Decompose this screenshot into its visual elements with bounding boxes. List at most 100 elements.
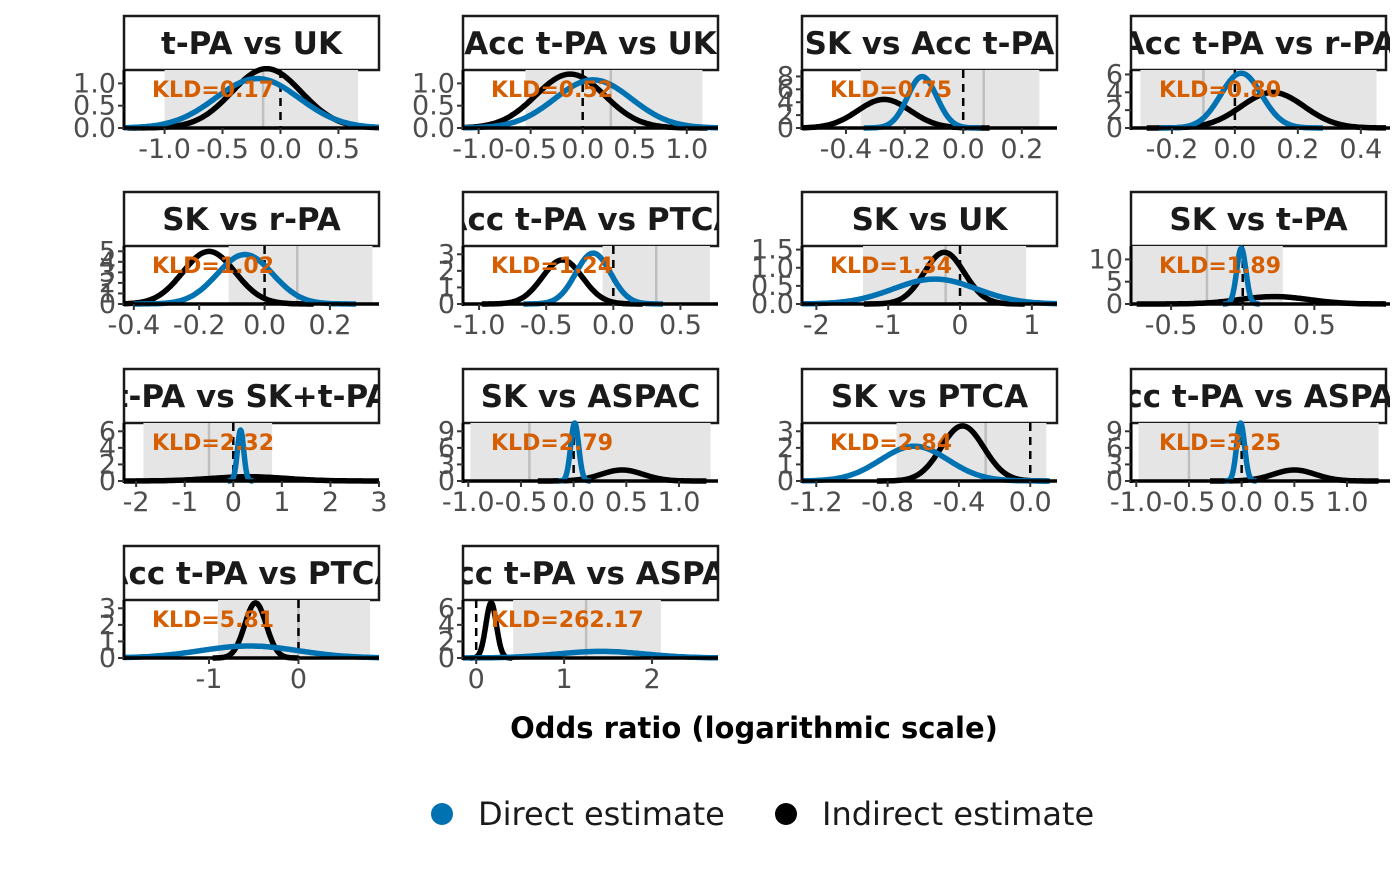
y-tick-label: 6: [777, 74, 794, 105]
x-tick-label: -0.2: [173, 310, 226, 341]
facet-strip: [800, 14, 1059, 72]
y-tick-label: 9: [438, 416, 455, 447]
y-tick-label: 3: [438, 449, 455, 480]
direct-density-curve: [463, 77, 718, 131]
x-tick-label: -1.0: [138, 134, 191, 165]
facet-strip: [122, 367, 381, 425]
facet-title: t-PA vs SK+t-PA: [114, 379, 390, 415]
x-tick-label: 0.4: [1339, 134, 1382, 165]
x-tick-label: 1.0: [658, 487, 701, 518]
y-tick-label: 3: [438, 239, 455, 270]
y-tick-label: 1.0: [73, 68, 116, 99]
y-tick-label: 0: [1106, 289, 1123, 320]
kld-label: KLD=1.34: [830, 254, 952, 279]
panel-plot-area: KLD=2.84: [802, 423, 1052, 484]
x-tick-label: -0.2: [878, 134, 931, 165]
y-tick-label: 6: [1106, 433, 1123, 464]
y-tick-label: 0.5: [751, 271, 794, 302]
x-tick-label: -0.5: [1145, 310, 1198, 341]
facet-strip: [1129, 190, 1388, 248]
facet-title: SK vs r-PA: [162, 202, 341, 238]
y-tick-label: 0.5: [73, 91, 116, 122]
y-tick-label: 5: [1106, 267, 1123, 298]
facet-title: Acc t-PA vs UK: [464, 26, 718, 62]
x-tick-label: 0.5: [1273, 487, 1316, 518]
y-tick-label: 0: [777, 466, 794, 497]
facet-title: SK vs ASPAC: [481, 379, 701, 415]
x-tick-label: 0.0: [552, 487, 595, 518]
y-tick-label: 1: [777, 449, 794, 480]
x-tick-label: 0.5: [1293, 310, 1336, 341]
x-tick-label: 0.2: [1276, 134, 1319, 165]
facet-strip: [1129, 367, 1388, 425]
y-tick-label: 6: [438, 593, 455, 624]
facet-title: SK vs Acc t-PA: [805, 26, 1055, 62]
x-tick-label: -1: [875, 310, 902, 341]
y-tick-label: 2: [99, 268, 116, 299]
panel-plot-area: KLD=3.25: [1138, 420, 1381, 484]
y-tick-label: 10: [1089, 244, 1123, 275]
kld-label: KLD=3.25: [1159, 431, 1281, 456]
x-tick-label: 1.0: [665, 134, 708, 165]
facet-strip: [800, 367, 1059, 425]
x-tick-label: 0.0: [592, 310, 635, 341]
y-tick-label: 8: [777, 61, 794, 92]
x-tick-label: -0.8: [861, 487, 914, 518]
panel-plot-area: KLD=2.79: [470, 420, 711, 484]
y-tick-label: 0.0: [412, 113, 455, 144]
y-tick-label: 2: [777, 433, 794, 464]
x-tick-label: -1: [196, 664, 223, 695]
facet-title: Acc t-PA vs PTCA: [444, 202, 738, 238]
direct-density-curve: [124, 75, 379, 131]
kld-label: KLD=1.24: [491, 254, 613, 279]
y-tick-label: 1: [99, 626, 116, 657]
x-tick-label: -1.0: [452, 134, 505, 165]
facet-title: t-PA vs UK: [161, 26, 343, 62]
x-tick-label: 0.0: [1220, 487, 1263, 518]
y-tick-label: 2: [438, 626, 455, 657]
legend-dot-direct: [431, 803, 453, 825]
interval-band: [1140, 70, 1377, 128]
facet-strip-clip: SK vs t-PA: [1169, 202, 1347, 238]
facet-strip: [122, 14, 381, 72]
y-tick-label: 6: [1106, 59, 1123, 90]
x-tick-label: -1.0: [442, 487, 495, 518]
y-tick-label: 4: [99, 247, 116, 278]
x-axis-label: Odds ratio (logarithmic scale): [510, 711, 998, 745]
x-tick-label: 0.0: [259, 134, 302, 165]
y-tick-label: 4: [99, 433, 116, 464]
panel-plot-area: KLD=5.81: [124, 600, 379, 661]
y-tick-label: 2: [1106, 95, 1123, 126]
x-tick-label: -1.2: [790, 487, 843, 518]
x-tick-label: -1.0: [1110, 487, 1163, 518]
y-tick-label: 2: [99, 449, 116, 480]
panel-7: SK vs UK KLD=1.34 0.00.51.01.5 -2 -1 0 1: [751, 190, 1059, 341]
y-tick-label: 0: [438, 466, 455, 497]
x-tick-label: 3: [370, 487, 387, 518]
y-tick-label: 0.0: [73, 113, 116, 144]
x-tick-label: 0.5: [659, 310, 702, 341]
x-tick-label: 0: [468, 664, 485, 695]
x-tick-label: 1: [1023, 310, 1040, 341]
x-tick-label: -0.5: [1163, 487, 1216, 518]
x-tick-label: 0.5: [317, 134, 360, 165]
direct-density-curve: [124, 643, 379, 661]
x-tick-label: 0: [951, 310, 968, 341]
x-tick-label: -0.5: [196, 134, 249, 165]
x-tick-label: 0.0: [561, 134, 604, 165]
x-tick-label: 0.0: [1009, 487, 1052, 518]
kld-label: KLD=2.84: [830, 431, 952, 456]
panel-plot-area: KLD=2.32: [124, 423, 379, 484]
panel-plot-area: KLD=1.02: [124, 246, 373, 307]
